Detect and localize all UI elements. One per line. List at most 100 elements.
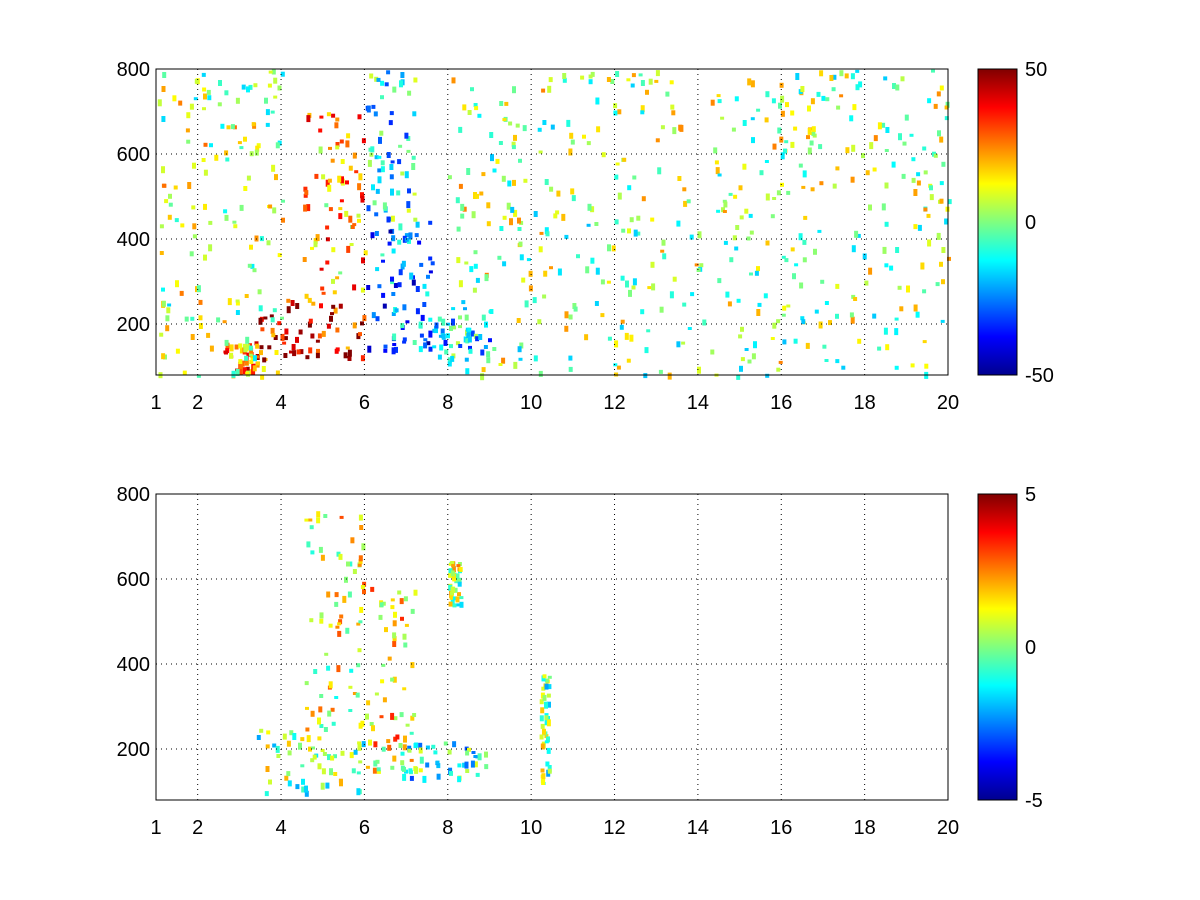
- heatmap-cell: [426, 274, 430, 279]
- heatmap-cell: [316, 348, 320, 353]
- heatmap-cell: [765, 373, 770, 378]
- heatmap-cell: [406, 208, 411, 213]
- heatmap-cell: [486, 221, 491, 227]
- x-tick-label: 12: [603, 817, 625, 839]
- heatmap-cell: [443, 741, 448, 746]
- heatmap-cell: [350, 537, 355, 544]
- heatmap-cell: [733, 194, 738, 199]
- heatmap-cell: [913, 224, 918, 230]
- heatmap-cell: [402, 687, 407, 691]
- heatmap-cell: [947, 199, 952, 205]
- heatmap-cell: [616, 365, 621, 370]
- heatmap-cell: [672, 127, 677, 135]
- heatmap-cell: [356, 213, 361, 218]
- heatmap-cell: [227, 298, 232, 306]
- heatmap-cell: [570, 188, 575, 195]
- heatmap-cell: [396, 190, 401, 196]
- heatmap-cell: [326, 665, 331, 671]
- heatmap-cell: [939, 136, 944, 143]
- heatmap-cell: [615, 71, 620, 77]
- heatmap-cell: [358, 722, 363, 729]
- heatmap-cell: [911, 177, 916, 183]
- heatmap-cell: [335, 327, 340, 333]
- heatmap-cell: [414, 766, 419, 774]
- top-heatmap-grid: [156, 69, 948, 375]
- heatmap-cell: [255, 343, 260, 349]
- heatmap-cell: [546, 747, 551, 754]
- heatmap-cell: [380, 80, 385, 86]
- heatmap-cell: [324, 203, 329, 208]
- heatmap-cell: [161, 353, 166, 360]
- heatmap-cell: [470, 87, 474, 92]
- heatmap-cell: [839, 70, 844, 77]
- heatmap-cell: [459, 601, 464, 608]
- heatmap-cell: [331, 113, 336, 118]
- heatmap-cell: [749, 230, 754, 235]
- heatmap-cell: [448, 562, 453, 566]
- heatmap-cell: [402, 766, 406, 772]
- heatmap-cell: [435, 760, 440, 765]
- heatmap-cell: [802, 170, 807, 178]
- heatmap-cell: [582, 134, 586, 139]
- heatmap-cell: [251, 122, 256, 127]
- heatmap-cell: [319, 303, 323, 309]
- heatmap-cell: [376, 767, 381, 772]
- heatmap-cell: [397, 159, 402, 165]
- heatmap-cell: [339, 139, 344, 144]
- heatmap-cell: [545, 761, 550, 767]
- heatmap-cell: [399, 712, 404, 718]
- heatmap-cell: [250, 354, 255, 358]
- heatmap-cell: [224, 339, 229, 346]
- heatmap-cell: [884, 149, 889, 152]
- heatmap-cell: [512, 86, 516, 94]
- heatmap-cell: [371, 184, 375, 191]
- heatmap-cell: [614, 174, 619, 180]
- heatmap-cell: [872, 313, 877, 319]
- heatmap-cell: [335, 117, 340, 122]
- heatmap-cell: [186, 112, 191, 119]
- heatmap-cell: [455, 596, 460, 603]
- heatmap-cell: [539, 699, 544, 705]
- heatmap-cell: [379, 130, 384, 136]
- heatmap-cell: [568, 314, 573, 320]
- heatmap-cell: [400, 751, 405, 756]
- heatmap-cell: [749, 272, 753, 276]
- heatmap-cell: [474, 106, 479, 111]
- heatmap-cell: [814, 309, 819, 314]
- heatmap-cell: [868, 267, 873, 275]
- heatmap-cell: [390, 276, 394, 282]
- heatmap-cell: [224, 150, 229, 156]
- heatmap-cell: [352, 284, 357, 291]
- heatmap-cell: [501, 357, 506, 364]
- heatmap-cell: [379, 602, 384, 608]
- heatmap-cell: [377, 168, 382, 173]
- heatmap-cell: [223, 209, 228, 214]
- heatmap-cell: [274, 174, 278, 181]
- heatmap-cell: [917, 224, 922, 231]
- heatmap-cell: [744, 208, 749, 214]
- heatmap-cell: [375, 267, 380, 272]
- heatmap-cell: [778, 102, 782, 109]
- heatmap-cell: [246, 352, 251, 357]
- heatmap-cell: [358, 173, 363, 181]
- heatmap-cell: [295, 303, 300, 309]
- heatmap-cell: [405, 320, 410, 324]
- heatmap-cell: [375, 759, 380, 764]
- heatmap-cell: [266, 730, 271, 735]
- heatmap-cell: [756, 309, 761, 316]
- heatmap-cell: [271, 333, 276, 338]
- heatmap-cell: [650, 217, 655, 222]
- heatmap-cell: [736, 374, 741, 380]
- heatmap-cell: [398, 743, 403, 748]
- heatmap-cell: [489, 309, 494, 314]
- heatmap-cell: [378, 136, 382, 144]
- heatmap-cell: [782, 305, 787, 311]
- colorbar-tick-label: -5: [1025, 790, 1043, 812]
- heatmap-cell: [265, 744, 270, 749]
- heatmap-cell: [461, 300, 466, 305]
- heatmap-cell: [539, 715, 544, 722]
- heatmap-cell: [268, 70, 273, 74]
- heatmap-cell: [455, 573, 460, 579]
- heatmap-cell: [283, 336, 288, 341]
